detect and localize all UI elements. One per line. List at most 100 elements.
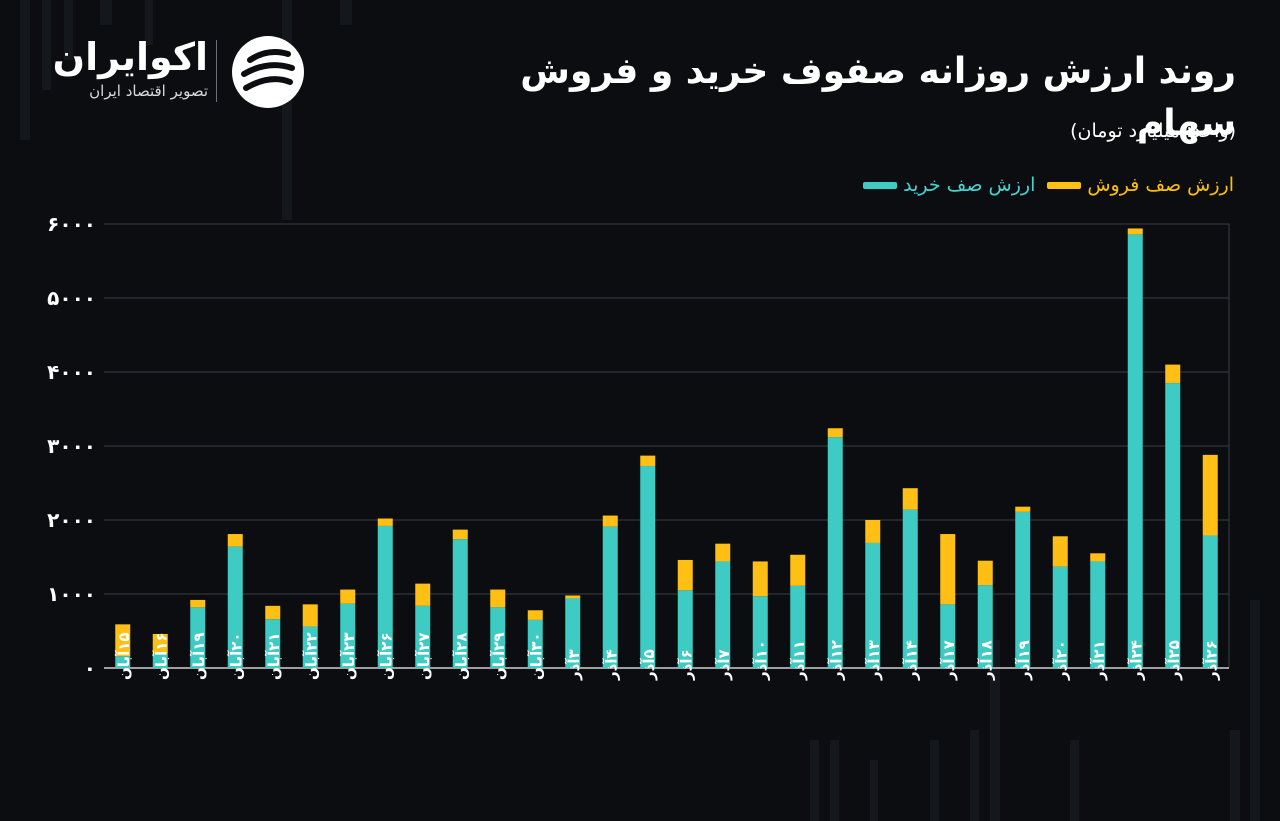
bar-buy (115, 656, 131, 668)
chart-unit: (واحد: میلیارد تومان) (1070, 120, 1236, 142)
bar-sell (1165, 364, 1181, 384)
brand-mark-icon (232, 36, 304, 108)
bar-sell (415, 583, 431, 606)
bar-sell (452, 529, 468, 540)
chart-title: روند ارزش روزانه صفوف خرید و فروش سهام (520, 51, 1236, 144)
legend-swatch-sell (1047, 181, 1082, 189)
y-tick-label: ۲۰۰۰ (47, 508, 96, 532)
x-tick-label: ۱۶آبان (152, 632, 170, 680)
bar-buy (602, 526, 618, 668)
brand-subtitle: تصویر اقتصاد ایران (89, 82, 208, 100)
bar-buy (190, 607, 206, 668)
bar-buy (152, 653, 168, 668)
x-tick-label: ۱۴آذر (902, 640, 920, 681)
x-tick-label: ۳۰آبان (527, 632, 545, 680)
bar-buy (677, 590, 693, 668)
bar-buy (527, 619, 543, 668)
bar-buy (940, 604, 956, 668)
bar-buy (977, 585, 993, 668)
bar-buy (490, 607, 506, 668)
x-tick-label: ۱۹آذر (1015, 640, 1033, 681)
x-tick-label: ۲۲آبان (302, 632, 320, 680)
bar-sell (565, 595, 581, 599)
x-tick-label: ۲۳آبان (340, 632, 358, 680)
bar-buy (415, 605, 431, 668)
bar-sell (715, 543, 731, 562)
bar-sell (265, 605, 281, 620)
x-tick-label: ۲۸آبان (452, 632, 470, 680)
y-tick-label: ۳۰۰۰ (47, 434, 96, 458)
bar-buy (1127, 234, 1143, 669)
x-tick-label: ۱۵آبان (115, 632, 133, 680)
x-tick-label: ۵آذر (640, 649, 658, 681)
bar-sell (152, 633, 168, 654)
bar-sell (490, 589, 506, 608)
bar-sell (790, 554, 806, 586)
bar-sell (827, 428, 843, 438)
bar-sell (940, 534, 956, 605)
bar-sell (977, 560, 993, 586)
bar-sell (640, 455, 656, 466)
x-tick-label: ۲۵آذر (1165, 640, 1183, 681)
bar-sell (190, 599, 206, 608)
bar-sell (1015, 506, 1031, 512)
x-tick-label: ۱۹آبان (190, 632, 208, 680)
bar-sell (302, 604, 318, 627)
brand-logo: اکوایران تصویر اقتصاد ایران (48, 34, 308, 114)
x-tick-label: ۴آذر (602, 649, 620, 681)
bar-sell (227, 534, 243, 547)
chart-legend: ارزش صف خرید ارزش صف فروش (863, 170, 1234, 200)
bar-sell (752, 561, 768, 597)
x-tick-label: ۱۷آذر (940, 640, 958, 681)
bar-sell (527, 610, 543, 620)
bar-buy (1052, 566, 1068, 668)
legend-label-sell: ارزش صف فروش (1087, 174, 1234, 196)
y-tick-label: ۴۰۰۰ (47, 360, 96, 384)
bar-buy (1165, 383, 1181, 668)
x-tick-label: ۱۰آذر (752, 640, 770, 681)
bar-sell (1090, 553, 1106, 562)
x-tick-label: ۷آذر (715, 649, 733, 681)
bar-buy (340, 603, 356, 668)
x-tick-label: ۲۱آبان (265, 632, 283, 680)
bar-buy (565, 598, 581, 668)
brand-name: اکوایران (52, 35, 208, 79)
bar-sell (340, 589, 356, 604)
x-tick-label: ۲۴آذر (1127, 640, 1145, 681)
x-tick-label: ۱۲آذر (827, 640, 845, 681)
bar-sell (377, 518, 393, 526)
bar-sell (1052, 536, 1068, 567)
x-tick-label: ۱۳آذر (865, 640, 883, 681)
bar-sell (1127, 228, 1143, 235)
y-tick-label: ۵۰۰۰ (47, 286, 96, 310)
bar-sell (865, 520, 881, 543)
x-tick-label: ۶آذر (677, 649, 695, 681)
bar-sell (602, 515, 618, 527)
legend-item-buy: ارزش صف خرید (863, 174, 1035, 196)
y-tick-label: ۱۰۰۰ (47, 582, 96, 606)
legend-item-sell: ارزش صف فروش (1047, 174, 1234, 196)
bar-sell (115, 624, 131, 657)
y-tick-label: ۶۰۰۰ (47, 212, 96, 236)
bar-buy (827, 437, 843, 668)
bar-sell (677, 559, 693, 591)
x-tick-label: ۲۱آذر (1090, 640, 1108, 681)
bar-buy (1015, 511, 1031, 668)
x-tick-label: ۱۸آذر (977, 640, 995, 681)
x-tick-label: ۲۶آذر (1202, 640, 1220, 681)
y-tick-label: ۰ (84, 656, 96, 680)
x-tick-label: ۲۶آبان (377, 632, 395, 680)
x-tick-label: ۲۰آبان (227, 632, 245, 680)
legend-label-buy: ارزش صف خرید (903, 174, 1036, 196)
bar-buy (227, 546, 243, 668)
bar-buy (902, 509, 918, 668)
bar-sell (1202, 454, 1218, 536)
x-tick-label: ۱۱آذر (790, 640, 808, 681)
legend-swatch-buy (863, 181, 898, 189)
bar-buy (865, 542, 881, 668)
x-tick-label: ۳آذر (565, 649, 583, 681)
bar-buy (752, 596, 768, 668)
bar-buy (1202, 535, 1218, 668)
bar-buy (790, 585, 806, 668)
